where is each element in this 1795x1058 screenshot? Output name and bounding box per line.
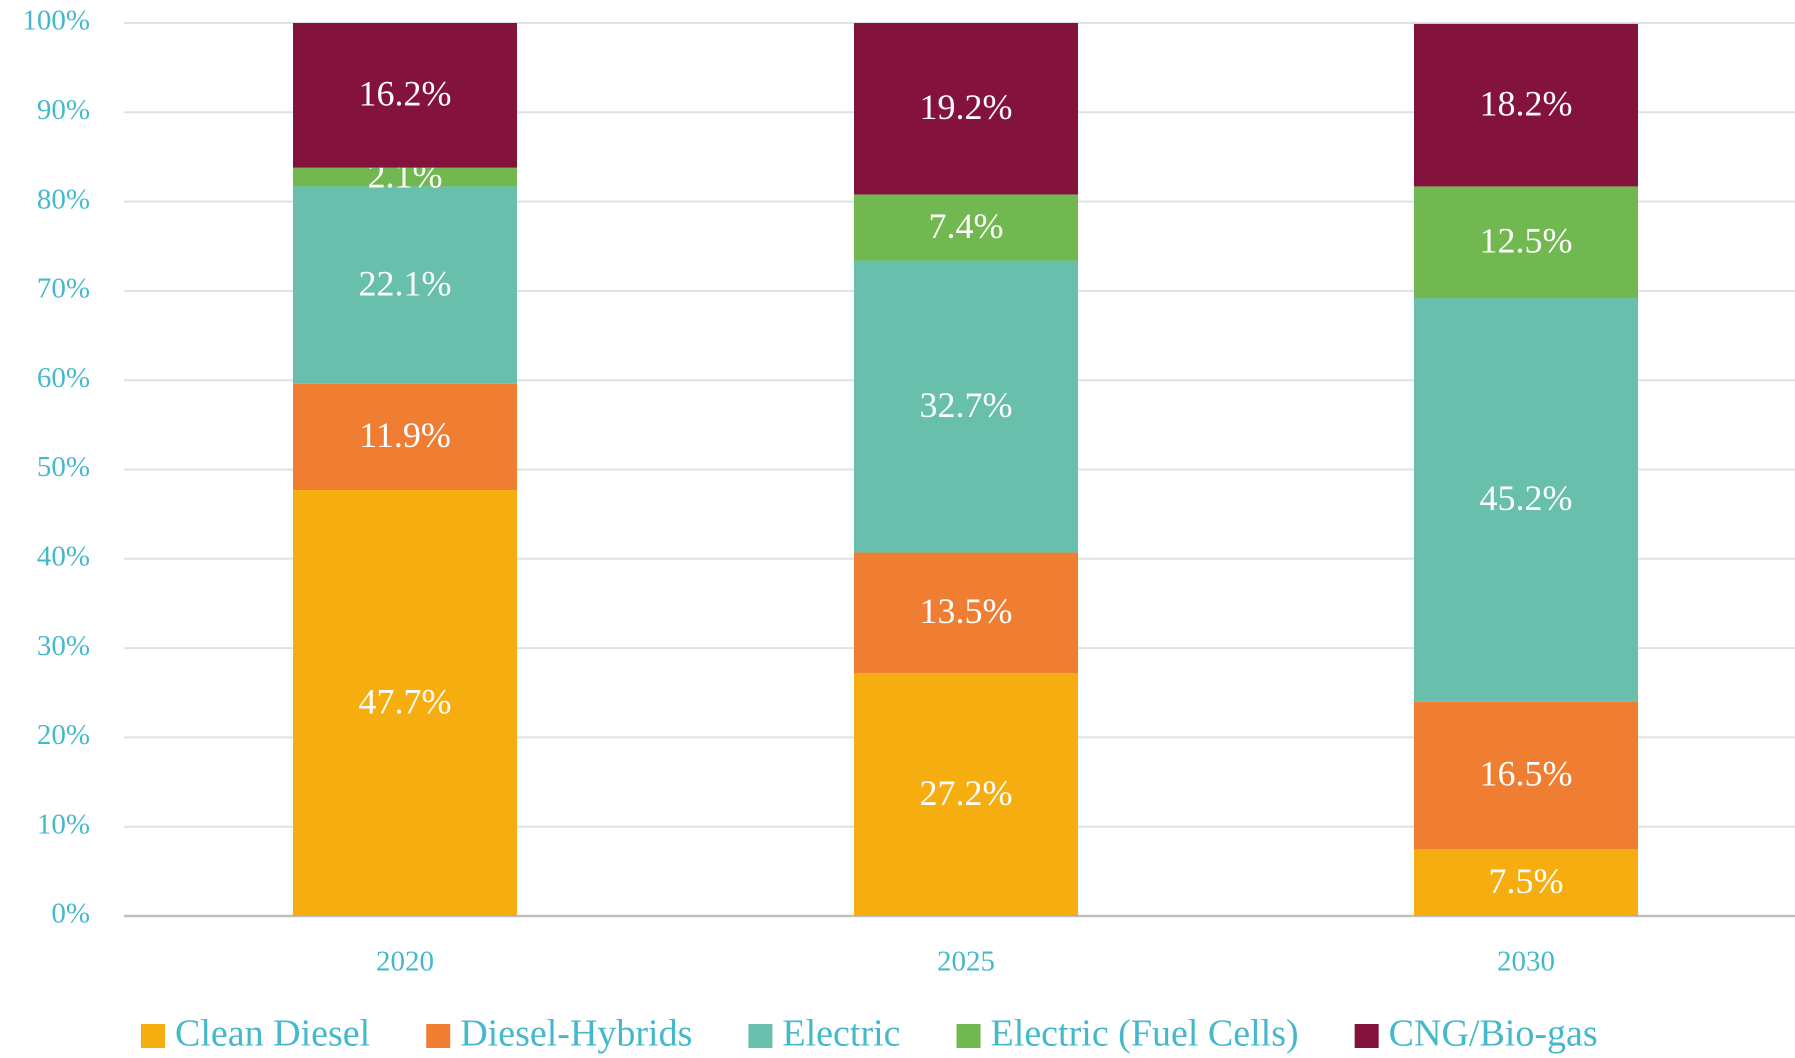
bar-segment (293, 186, 517, 384)
legend-swatch (1354, 1024, 1379, 1048)
y-tick-label: 60% (37, 362, 90, 394)
data-label: 13.5% (920, 591, 1013, 631)
bar-segment (854, 194, 1078, 261)
bar-segment (1414, 849, 1638, 916)
data-label: 12.5% (1480, 220, 1573, 260)
y-tick-label: 100% (22, 5, 90, 37)
data-label: 7.4% (929, 206, 1004, 246)
bar-segment (293, 383, 517, 491)
bar-segment (854, 673, 1078, 916)
bar-segment (854, 260, 1078, 553)
legend-label: CNG/Bio-gas (1389, 1013, 1598, 1055)
bar-segment (293, 167, 517, 187)
legend-label: Electric (Fuel Cells) (991, 1013, 1299, 1055)
data-label: 47.7% (359, 681, 452, 721)
y-tick-label: 80% (37, 183, 90, 215)
y-tick-label: 40% (37, 540, 90, 572)
y-tick-label: 50% (37, 451, 90, 483)
legend-label: Diesel-Hybrids (460, 1013, 692, 1055)
bar-segment (1414, 701, 1638, 850)
y-tick-label: 70% (37, 273, 90, 305)
bar-segment (293, 490, 517, 916)
legend-label: Clean Diesel (175, 1013, 370, 1055)
x-tick-label: 2030 (1497, 946, 1555, 978)
x-tick-label: 2020 (376, 946, 434, 978)
legend-swatch (748, 1024, 773, 1048)
y-tick-label: 20% (37, 719, 90, 751)
bar-segment (854, 552, 1078, 674)
y-tick-label: 10% (37, 808, 90, 840)
data-label: 32.7% (920, 385, 1013, 425)
data-label: 45.2% (1480, 478, 1573, 518)
data-label: 18.2% (1480, 83, 1573, 123)
data-label: 16.2% (359, 74, 452, 114)
legend-swatch (426, 1024, 451, 1048)
y-tick-label: 30% (37, 630, 90, 662)
x-tick-label: 2025 (937, 946, 995, 978)
data-label: 22.1% (359, 263, 452, 303)
bar-segment (1414, 23, 1638, 187)
legend-swatch (956, 1024, 981, 1048)
bar-segment (1414, 298, 1638, 702)
data-label: 7.5% (1489, 861, 1564, 901)
data-label: 11.9% (359, 415, 451, 455)
legend-swatch (141, 1024, 165, 1048)
y-tick-label: 90% (37, 94, 90, 126)
bar-segment (1414, 186, 1638, 299)
legend-label: Electric (782, 1013, 900, 1055)
data-label: 19.2% (920, 87, 1013, 127)
bar-segment (854, 23, 1078, 195)
data-label: 16.5% (1480, 754, 1573, 794)
y-tick-label: 0% (51, 898, 90, 930)
data-label: 27.2% (920, 773, 1013, 813)
bar-segment (293, 23, 517, 168)
